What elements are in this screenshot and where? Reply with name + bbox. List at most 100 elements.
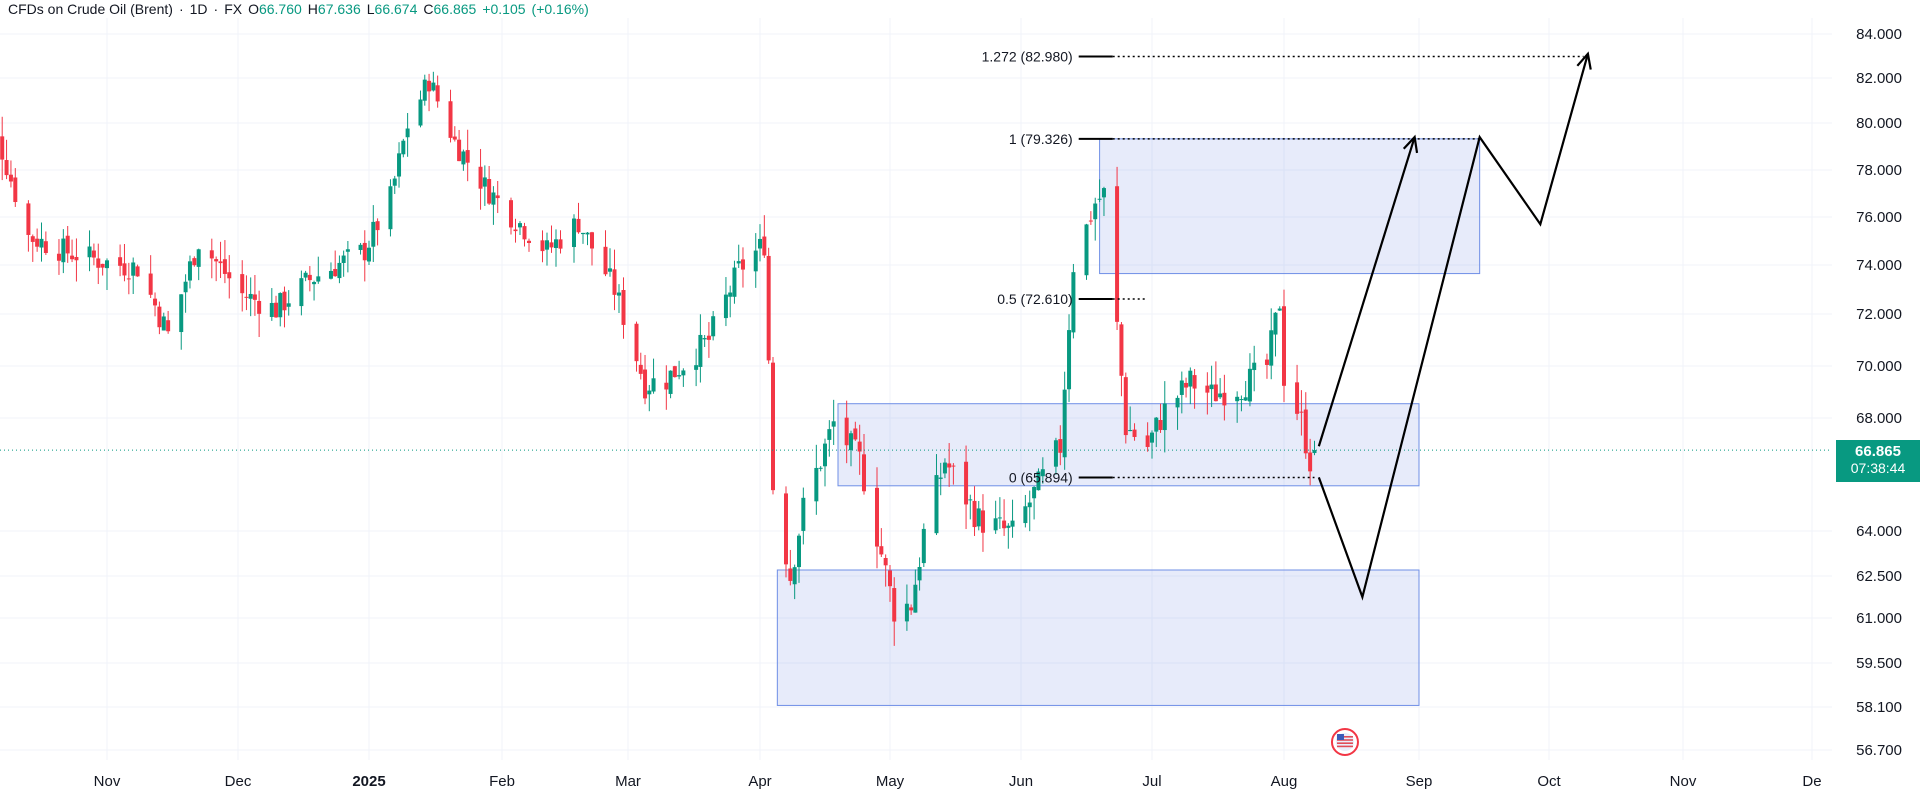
fibonacci-extension[interactable]: 1.272 (82.980) 1 (79.326) 0.5 (72.610) 0 (6… [982, 48, 1584, 485]
candle[interactable] [328, 262, 333, 280]
candle[interactable] [993, 500, 998, 534]
candle[interactable] [702, 335, 707, 347]
candle[interactable] [1119, 322, 1124, 397]
candle[interactable] [1184, 377, 1189, 398]
candle[interactable] [1312, 440, 1317, 456]
candle[interactable] [728, 285, 733, 318]
candle[interactable] [862, 433, 866, 495]
candle[interactable] [545, 232, 549, 266]
candle[interactable] [148, 255, 153, 299]
candle[interactable] [8, 160, 13, 188]
candle[interactable] [397, 142, 402, 188]
candle[interactable] [857, 424, 862, 475]
candle[interactable] [487, 165, 492, 205]
candle[interactable] [801, 487, 806, 545]
candle[interactable] [13, 168, 18, 207]
candle[interactable] [883, 554, 888, 587]
candle[interactable] [509, 197, 513, 235]
candle[interactable] [1101, 186, 1106, 217]
candle[interactable] [1269, 308, 1274, 380]
candle[interactable] [457, 129, 462, 162]
candle[interactable] [187, 255, 192, 289]
candle[interactable] [540, 230, 545, 263]
candle[interactable] [527, 238, 531, 252]
candle[interactable] [831, 399, 836, 445]
candle[interactable] [183, 274, 188, 313]
candle[interactable] [1032, 486, 1037, 520]
candle[interactable] [26, 200, 31, 252]
candle[interactable] [771, 356, 775, 495]
candle[interactable] [286, 290, 291, 316]
candle[interactable] [56, 239, 61, 275]
candle[interactable] [166, 310, 171, 334]
candle[interactable] [638, 352, 643, 380]
candle[interactable] [218, 241, 223, 279]
upper-supply-zone[interactable] [1099, 138, 1481, 275]
candle[interactable] [478, 148, 483, 210]
candle[interactable] [581, 232, 585, 244]
candle[interactable] [307, 266, 312, 292]
candle[interactable] [617, 284, 621, 314]
candle[interactable] [257, 290, 262, 337]
candle[interactable] [1023, 494, 1028, 528]
candle[interactable] [1071, 263, 1076, 339]
candle[interactable] [43, 231, 48, 255]
candle[interactable] [1036, 468, 1041, 491]
candle[interactable] [1067, 314, 1072, 402]
candle[interactable] [1154, 416, 1159, 448]
candle[interactable] [788, 549, 793, 586]
candle[interactable] [558, 230, 563, 254]
candle[interactable] [153, 292, 158, 317]
candle[interactable] [30, 234, 35, 262]
candle[interactable] [341, 250, 346, 277]
candle[interactable] [603, 230, 608, 277]
candle[interactable] [495, 180, 500, 214]
candle[interactable] [913, 569, 918, 613]
candle[interactable] [337, 255, 342, 284]
candle[interactable] [388, 179, 393, 237]
candle[interactable] [362, 230, 367, 282]
candle[interactable] [888, 565, 892, 602]
candle[interactable] [126, 262, 131, 295]
candle[interactable] [814, 444, 819, 515]
candle[interactable] [853, 421, 858, 441]
candle[interactable] [375, 218, 380, 246]
candle[interactable] [904, 584, 909, 631]
candle[interactable] [572, 214, 576, 263]
us-economic-event-flag-icon[interactable] [1330, 728, 1359, 756]
candle[interactable] [647, 384, 652, 412]
candle[interactable] [1162, 381, 1167, 453]
candle[interactable] [244, 275, 249, 311]
candle[interactable] [706, 322, 711, 358]
candle[interactable] [784, 486, 788, 578]
candle[interactable] [131, 257, 136, 295]
candle[interactable] [621, 277, 626, 339]
candle[interactable] [827, 420, 832, 457]
projection-path-down-up[interactable] [1317, 53, 1589, 601]
candle[interactable] [1205, 372, 1210, 415]
candle[interactable] [951, 463, 956, 485]
candle[interactable] [921, 523, 926, 568]
candle[interactable] [938, 462, 943, 496]
candle[interactable] [766, 247, 771, 364]
candle[interactable] [1093, 197, 1098, 241]
candle[interactable] [1128, 406, 1133, 432]
candle[interactable] [732, 260, 737, 304]
interval-label[interactable]: 1D [189, 1, 208, 17]
candle[interactable] [513, 218, 518, 243]
candle[interactable] [401, 138, 406, 158]
candle[interactable] [227, 255, 232, 299]
candle[interactable] [762, 215, 767, 258]
candle[interactable] [1179, 371, 1184, 414]
candle[interactable] [518, 221, 522, 235]
candle[interactable] [1209, 365, 1214, 408]
candle[interactable] [274, 295, 279, 318]
symbol-name[interactable]: CFDs on Crude Oil (Brent) [8, 1, 173, 17]
candle[interactable] [1308, 438, 1313, 486]
candle[interactable] [694, 348, 699, 387]
candle[interactable] [758, 224, 762, 262]
candle[interactable] [371, 205, 376, 262]
candle[interactable] [612, 249, 617, 311]
